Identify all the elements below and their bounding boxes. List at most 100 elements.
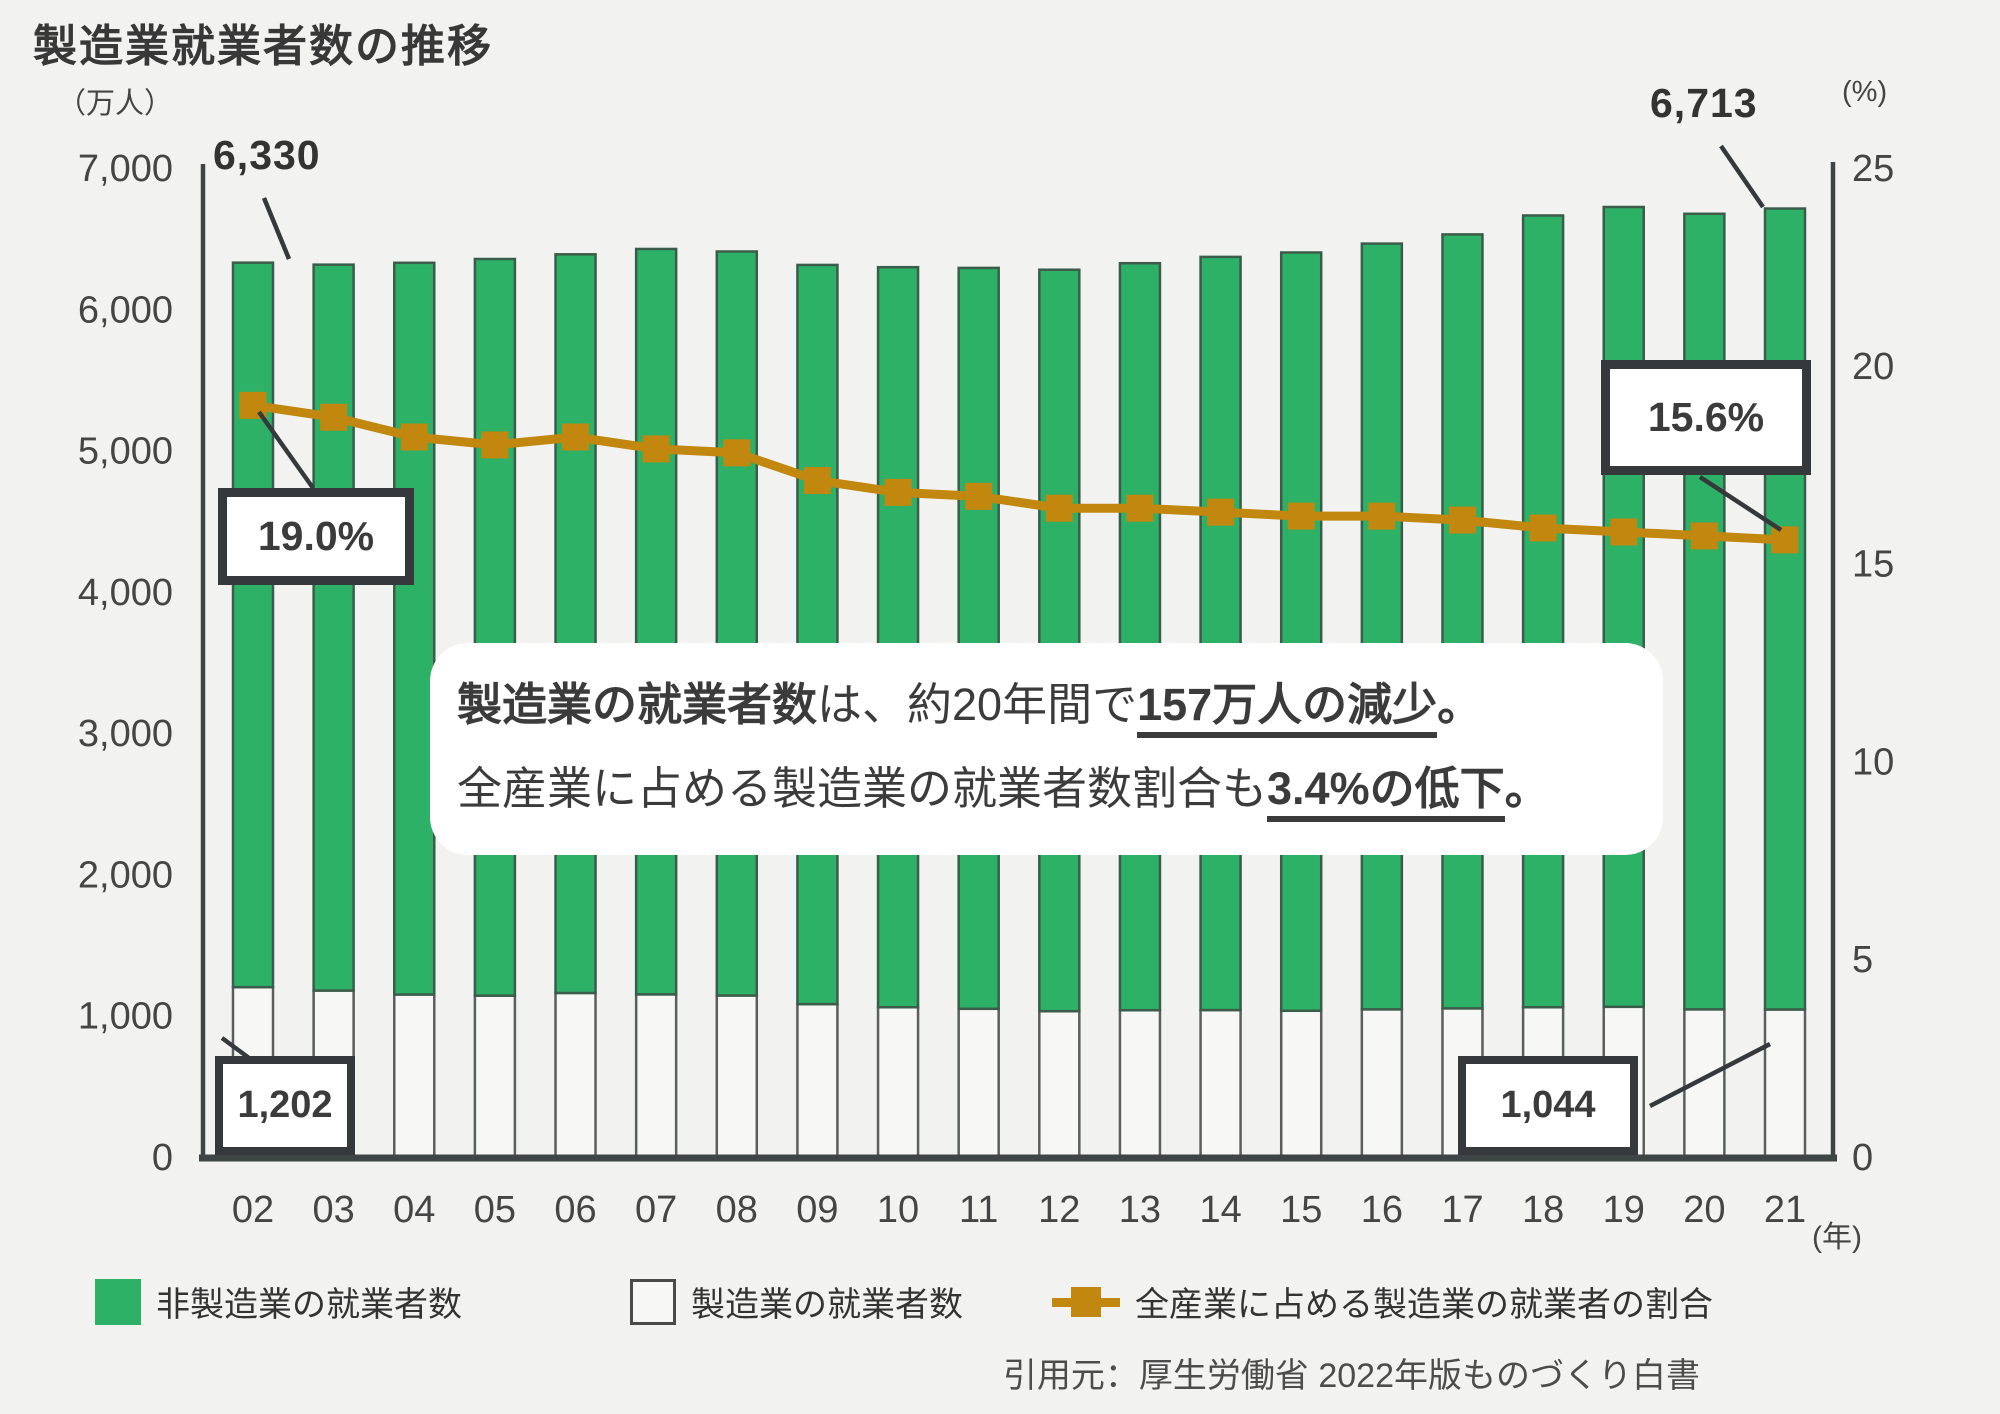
left-axis-unit: （万人） bbox=[57, 88, 174, 120]
bar-20-non-manufacturing bbox=[1683, 212, 1726, 1011]
bar-12-manufacturing bbox=[1038, 1009, 1081, 1159]
x-axis-label: 11 bbox=[959, 1189, 998, 1231]
legend-label: 非製造業の就業者数 bbox=[156, 1286, 462, 1324]
left-axis-tick-label: 2,000 bbox=[78, 854, 173, 896]
share-marker-07 bbox=[642, 435, 670, 463]
bar-09-manufacturing bbox=[796, 1002, 839, 1159]
x-axis-unit: (年) bbox=[1812, 1221, 1862, 1254]
highlighted-stat: 3.4%の低下 bbox=[1267, 763, 1505, 822]
x-axis-label: 13 bbox=[1119, 1189, 1161, 1231]
x-axis-label: 20 bbox=[1683, 1189, 1725, 1231]
x-axis-label: 16 bbox=[1361, 1189, 1403, 1231]
x-axis-label: 03 bbox=[312, 1189, 354, 1231]
page-title: 製造業就業者数の推移 bbox=[33, 22, 493, 71]
right-axis-tick-label: 20 bbox=[1852, 346, 1894, 388]
bar-15-manufacturing bbox=[1279, 1009, 1323, 1159]
left-axis-tick-label: 4,000 bbox=[78, 572, 173, 614]
share-marker-03 bbox=[320, 403, 348, 431]
source-citation: 引用元：厚生労働省 2022年版ものづくり白書 bbox=[1002, 1357, 1700, 1395]
bar-04-manufacturing bbox=[393, 993, 436, 1159]
share-marker-13 bbox=[1126, 494, 1154, 522]
message-text: 製造業の就業者数 bbox=[457, 679, 818, 730]
summary-line-2: 全産業に占める製造業の就業者数割合も3.4%の低下。 bbox=[457, 747, 1663, 831]
bar-05-non-manufacturing bbox=[473, 257, 517, 997]
x-axis-label: 19 bbox=[1603, 1189, 1645, 1231]
left-axis-tick-label: 7,000 bbox=[78, 148, 173, 190]
message-text: 。 bbox=[1437, 679, 1483, 730]
bar-16-non-manufacturing bbox=[1360, 242, 1404, 1011]
message-text: は、約20年間で bbox=[817, 679, 1138, 730]
bar-16-manufacturing bbox=[1360, 1008, 1404, 1159]
x-axis-label: 17 bbox=[1441, 1189, 1483, 1231]
bar-06-non-manufacturing bbox=[554, 253, 597, 995]
x-axis-label: 09 bbox=[796, 1189, 838, 1231]
share-marker-09 bbox=[803, 467, 831, 495]
annotation-last-total: 6,713 bbox=[1650, 80, 1758, 126]
x-axis-label: 07 bbox=[635, 1189, 677, 1231]
share-marker-17 bbox=[1448, 506, 1476, 534]
share-marker-18 bbox=[1529, 514, 1557, 542]
legend-item-share-line: 全産業に占める製造業の就業者の割合 bbox=[1052, 1277, 1713, 1326]
callout-line-first-share bbox=[257, 410, 315, 490]
left-axis-tick-label: 6,000 bbox=[78, 289, 173, 331]
bar-05-manufacturing bbox=[473, 994, 517, 1159]
callout-line-first-total bbox=[261, 197, 292, 260]
bar-03-non-manufacturing bbox=[312, 263, 355, 992]
share-marker-06 bbox=[562, 423, 590, 451]
legend-item-manufacturing: 製造業の就業者数 bbox=[630, 1277, 963, 1326]
callout-line-first-manufacturing bbox=[220, 1036, 251, 1060]
left-axis-tick-label: 0 bbox=[152, 1137, 173, 1179]
callout-line-last-manufacturing bbox=[1648, 1042, 1772, 1108]
bar-06-manufacturing bbox=[554, 991, 597, 1159]
bar-15-non-manufacturing bbox=[1279, 251, 1323, 1013]
share-marker-21 bbox=[1771, 526, 1799, 554]
x-axis-label: 08 bbox=[716, 1189, 758, 1231]
right-axis-tick-label: 10 bbox=[1852, 741, 1894, 783]
share-marker-10 bbox=[884, 478, 912, 506]
right-axis-tick-label: 25 bbox=[1852, 148, 1894, 190]
bar-10-manufacturing bbox=[876, 1005, 920, 1159]
x-axis-label: 21 bbox=[1764, 1189, 1806, 1231]
message-text: 全産業に占める製造業の就業者数割合も bbox=[457, 763, 1268, 814]
left-axis-tick-label: 3,000 bbox=[78, 713, 173, 755]
x-axis-label: 05 bbox=[474, 1189, 516, 1231]
right-axis-tick-label: 15 bbox=[1852, 544, 1894, 586]
bar-12-non-manufacturing bbox=[1038, 268, 1081, 1013]
legend-label: 製造業の就業者数 bbox=[691, 1286, 963, 1324]
share-marker-14 bbox=[1207, 498, 1235, 526]
bar-21-manufacturing bbox=[1763, 1008, 1807, 1159]
left-axis-tick-label: 1,000 bbox=[78, 996, 173, 1038]
x-axis-label: 10 bbox=[877, 1189, 919, 1231]
share-marker-20 bbox=[1690, 522, 1718, 550]
bar-11-non-manufacturing bbox=[957, 266, 1000, 1011]
left-axis-tick-label: 5,000 bbox=[78, 431, 173, 473]
share-marker-16 bbox=[1368, 502, 1396, 530]
x-axis-label: 02 bbox=[232, 1189, 274, 1231]
bar-14-manufacturing bbox=[1199, 1008, 1242, 1159]
bar-08-non-manufacturing bbox=[715, 250, 759, 997]
white-square-swatch-icon bbox=[630, 1278, 676, 1325]
message-text: 。 bbox=[1504, 763, 1550, 814]
bar-08-manufacturing bbox=[715, 994, 759, 1159]
bar-09-non-manufacturing bbox=[796, 263, 839, 1006]
share-marker-15 bbox=[1287, 502, 1315, 530]
legend-item-non-manufacturing: 非製造業の就業者数 bbox=[95, 1277, 462, 1326]
callout-line-last-share bbox=[1698, 475, 1783, 532]
x-axis-label: 06 bbox=[554, 1189, 596, 1231]
bar-02-non-manufacturing bbox=[231, 261, 275, 989]
bar-21-non-manufacturing bbox=[1763, 207, 1807, 1011]
x-axis-label: 12 bbox=[1038, 1189, 1080, 1231]
annotation-box-last-manufacturing: 1,044 bbox=[1458, 1056, 1638, 1155]
callout-line-last-total bbox=[1719, 144, 1765, 209]
share-marker-12 bbox=[1045, 494, 1073, 522]
bar-13-manufacturing bbox=[1118, 1008, 1162, 1159]
annotation-box-first-manufacturing: 1,202 bbox=[215, 1056, 355, 1155]
bar-07-non-manufacturing bbox=[634, 247, 678, 996]
bar-14-non-manufacturing bbox=[1199, 255, 1242, 1012]
share-marker-05 bbox=[481, 431, 509, 459]
bar-04-non-manufacturing bbox=[393, 261, 436, 996]
annotation-box-first-share: 19.0% bbox=[218, 488, 414, 585]
x-axis-label: 15 bbox=[1280, 1189, 1322, 1231]
x-axis-label: 14 bbox=[1199, 1189, 1241, 1231]
bar-17-non-manufacturing bbox=[1441, 233, 1484, 1010]
